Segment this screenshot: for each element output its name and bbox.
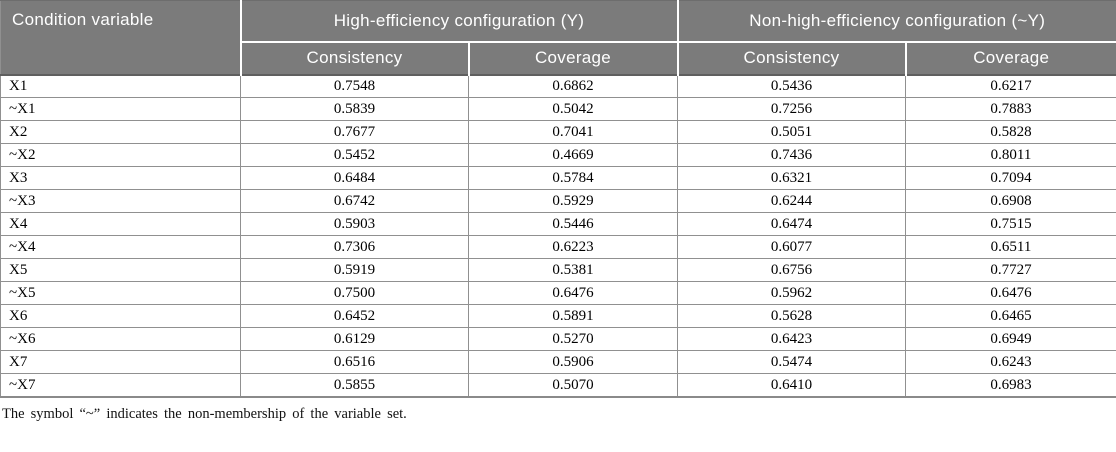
nhe-coverage-value: 0.7727 <box>904 258 1116 282</box>
header-nhe-consistency: Consistency <box>676 41 907 75</box>
header-high-efficiency-group: High-efficiency configuration (Y) <box>239 0 679 43</box>
table-row: X6 0.6452 0.5891 0.5628 0.6465 <box>0 304 1116 328</box>
nhe-coverage-value: 0.7515 <box>904 212 1116 236</box>
nhe-consistency-value: 0.5962 <box>677 281 906 305</box>
table-body: X1 0.7548 0.6862 0.5436 0.6217 ~X1 0.583… <box>0 73 1116 398</box>
nhe-consistency-value: 0.7256 <box>677 97 906 121</box>
he-coverage-value: 0.5070 <box>468 373 678 398</box>
he-coverage-value: 0.6862 <box>468 73 678 98</box>
condition-variable-cell: ~X1 <box>0 97 241 121</box>
table-row: ~X2 0.5452 0.4669 0.7436 0.8011 <box>0 143 1116 167</box>
header-condition-variable: Condition variable <box>0 0 242 75</box>
table-row: X3 0.6484 0.5784 0.6321 0.7094 <box>0 166 1116 190</box>
condition-variable-cell: X4 <box>0 212 241 236</box>
he-consistency-value: 0.5839 <box>240 97 469 121</box>
nhe-consistency-value: 0.6410 <box>677 373 906 398</box>
header-non-high-efficiency-group: Non-high-efficiency configuration (~Y) <box>676 0 1116 43</box>
he-coverage-value: 0.7041 <box>468 120 678 144</box>
nhe-consistency-value: 0.5436 <box>677 73 906 98</box>
he-coverage-value: 0.5042 <box>468 97 678 121</box>
he-consistency-value: 0.7306 <box>240 235 469 259</box>
header-nhe-coverage: Coverage <box>904 41 1116 75</box>
he-coverage-value: 0.6223 <box>468 235 678 259</box>
condition-variable-cell: X7 <box>0 350 241 374</box>
table-row: X1 0.7548 0.6862 0.5436 0.6217 <box>0 73 1116 98</box>
table-footnote: The symbol “~” indicates the non-members… <box>2 405 407 422</box>
he-coverage-value: 0.6476 <box>468 281 678 305</box>
nhe-consistency-value: 0.6474 <box>677 212 906 236</box>
he-consistency-value: 0.6742 <box>240 189 469 213</box>
nhe-consistency-value: 0.5474 <box>677 350 906 374</box>
condition-variable-cell: X5 <box>0 258 241 282</box>
he-consistency-value: 0.6516 <box>240 350 469 374</box>
he-coverage-value: 0.5446 <box>468 212 678 236</box>
he-coverage-value: 0.5270 <box>468 327 678 351</box>
nhe-coverage-value: 0.6217 <box>904 73 1116 98</box>
nhe-consistency-value: 0.5051 <box>677 120 906 144</box>
nhe-coverage-value: 0.6476 <box>904 281 1116 305</box>
condition-variable-cell: ~X5 <box>0 281 241 305</box>
table-row: X4 0.5903 0.5446 0.6474 0.7515 <box>0 212 1116 236</box>
he-coverage-value: 0.5906 <box>468 350 678 374</box>
necessity-analysis-table: Condition variable High-efficiency confi… <box>0 0 1116 398</box>
table-row: X2 0.7677 0.7041 0.5051 0.5828 <box>0 120 1116 144</box>
table-row: ~X4 0.7306 0.6223 0.6077 0.6511 <box>0 235 1116 259</box>
he-consistency-value: 0.5855 <box>240 373 469 398</box>
he-consistency-value: 0.7548 <box>240 73 469 98</box>
nhe-consistency-value: 0.6077 <box>677 235 906 259</box>
nhe-consistency-value: 0.7436 <box>677 143 906 167</box>
condition-variable-cell: X1 <box>0 73 241 98</box>
nhe-coverage-value: 0.6949 <box>904 327 1116 351</box>
header-he-consistency: Consistency <box>239 41 470 75</box>
table-header: Condition variable High-efficiency confi… <box>0 0 1116 75</box>
he-consistency-value: 0.6452 <box>240 304 469 328</box>
nhe-consistency-value: 0.6423 <box>677 327 906 351</box>
he-consistency-value: 0.6129 <box>240 327 469 351</box>
nhe-coverage-value: 0.7883 <box>904 97 1116 121</box>
condition-variable-cell: ~X6 <box>0 327 241 351</box>
nhe-coverage-value: 0.6465 <box>904 304 1116 328</box>
nhe-coverage-value: 0.7094 <box>904 166 1116 190</box>
he-coverage-value: 0.5381 <box>468 258 678 282</box>
nhe-coverage-value: 0.6908 <box>904 189 1116 213</box>
table-row: ~X3 0.6742 0.5929 0.6244 0.6908 <box>0 189 1116 213</box>
nhe-coverage-value: 0.6511 <box>904 235 1116 259</box>
table-row: X5 0.5919 0.5381 0.6756 0.7727 <box>0 258 1116 282</box>
condition-variable-cell: X6 <box>0 304 241 328</box>
table-row: ~X7 0.5855 0.5070 0.6410 0.6983 <box>0 373 1116 398</box>
table-row: ~X1 0.5839 0.5042 0.7256 0.7883 <box>0 97 1116 121</box>
condition-variable-cell: ~X2 <box>0 143 241 167</box>
he-consistency-value: 0.5452 <box>240 143 469 167</box>
nhe-consistency-value: 0.6244 <box>677 189 906 213</box>
he-coverage-value: 0.5784 <box>468 166 678 190</box>
condition-variable-cell: X2 <box>0 120 241 144</box>
table-row: ~X6 0.6129 0.5270 0.6423 0.6949 <box>0 327 1116 351</box>
condition-variable-cell: ~X3 <box>0 189 241 213</box>
table-row: X7 0.6516 0.5906 0.5474 0.6243 <box>0 350 1116 374</box>
header-group-row: Condition variable High-efficiency confi… <box>0 0 1116 75</box>
nhe-coverage-value: 0.5828 <box>904 120 1116 144</box>
header-sub-row: Consistency Coverage Consistency Coverag… <box>1 41 1116 75</box>
nhe-coverage-value: 0.6243 <box>904 350 1116 374</box>
nhe-consistency-value: 0.5628 <box>677 304 906 328</box>
he-consistency-value: 0.7677 <box>240 120 469 144</box>
he-consistency-value: 0.5919 <box>240 258 469 282</box>
header-he-coverage: Coverage <box>467 41 679 75</box>
condition-variable-cell: ~X4 <box>0 235 241 259</box>
he-coverage-value: 0.5891 <box>468 304 678 328</box>
he-coverage-value: 0.5929 <box>468 189 678 213</box>
table-row: ~X5 0.7500 0.6476 0.5962 0.6476 <box>0 281 1116 305</box>
he-consistency-value: 0.6484 <box>240 166 469 190</box>
nhe-coverage-value: 0.8011 <box>904 143 1116 167</box>
he-consistency-value: 0.7500 <box>240 281 469 305</box>
he-consistency-value: 0.5903 <box>240 212 469 236</box>
nhe-consistency-value: 0.6756 <box>677 258 906 282</box>
condition-variable-cell: X3 <box>0 166 241 190</box>
condition-variable-cell: ~X7 <box>0 373 241 398</box>
nhe-consistency-value: 0.6321 <box>677 166 906 190</box>
nhe-coverage-value: 0.6983 <box>904 373 1116 398</box>
he-coverage-value: 0.4669 <box>468 143 678 167</box>
